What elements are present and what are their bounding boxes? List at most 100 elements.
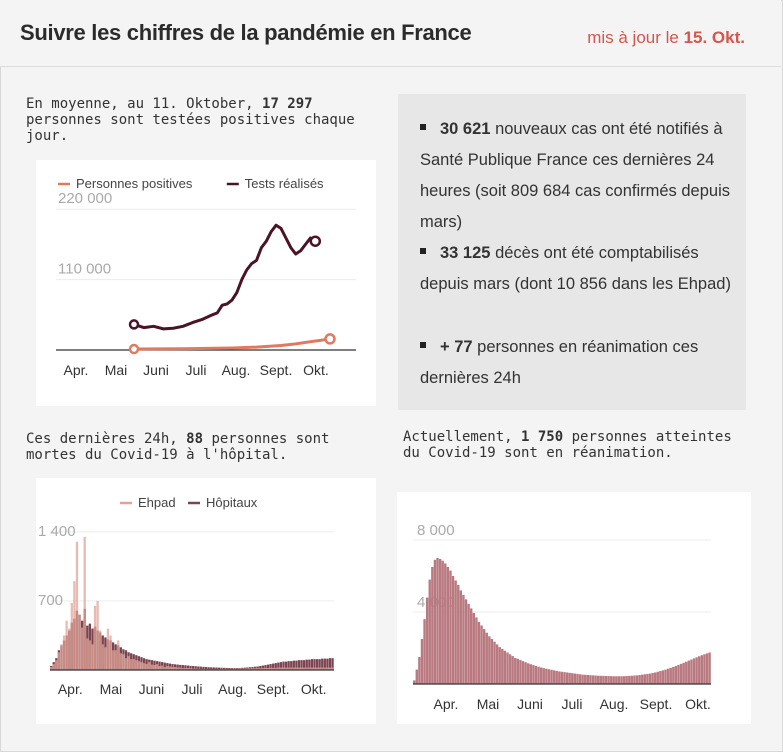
update-date: 15. Okt.	[683, 28, 745, 47]
fact-icu-text: personnes en réanimation ces dernières 2…	[420, 338, 699, 387]
bar	[238, 668, 241, 670]
bar	[297, 660, 301, 670]
x-tick-label: Okt.	[301, 681, 327, 697]
bullet-icon	[420, 123, 426, 130]
bar	[449, 570, 452, 684]
bar	[571, 673, 574, 684]
x-tick-label: Juli	[561, 696, 582, 712]
cases-caption-post: personnes sont testées positives chaque …	[26, 112, 355, 144]
bar	[295, 667, 298, 670]
bar	[96, 600, 99, 670]
bar	[641, 674, 644, 684]
bar	[493, 641, 496, 684]
legend-label: Tests réalisés	[245, 176, 324, 191]
bar	[75, 541, 79, 670]
bar	[277, 667, 280, 670]
bar	[576, 673, 579, 684]
bar	[527, 663, 530, 684]
bar	[315, 667, 319, 670]
y-tick-label: 700	[38, 592, 63, 609]
bar	[292, 667, 295, 670]
bar	[638, 675, 641, 684]
bar	[423, 619, 426, 684]
bar	[495, 644, 499, 684]
bar	[521, 661, 525, 684]
bullet-icon	[420, 341, 426, 348]
bar	[62, 635, 66, 670]
bar	[279, 662, 283, 670]
icu-caption-post: personnes atteintes du Covid-19 sont en …	[403, 429, 732, 461]
bar	[176, 664, 179, 670]
bar	[274, 663, 277, 670]
bar	[454, 580, 457, 684]
bar	[420, 639, 424, 684]
bar	[612, 676, 615, 684]
x-tick-label: Apr.	[434, 696, 459, 712]
bar	[607, 676, 610, 684]
bar	[313, 667, 316, 670]
bar	[140, 662, 143, 670]
bar	[620, 676, 623, 684]
x-tick-label: Apr.	[58, 681, 83, 697]
bar	[266, 664, 270, 670]
bar	[104, 647, 107, 670]
bar	[179, 667, 182, 670]
bar	[106, 628, 110, 670]
legend-label: Personnes positives	[76, 176, 193, 191]
bar	[328, 667, 332, 670]
bar	[599, 675, 602, 684]
bar	[508, 654, 512, 684]
fact-icu: + 77 personnes en réanimation ces derniè…	[420, 332, 740, 394]
bar	[68, 628, 71, 670]
bar	[114, 650, 117, 670]
bar	[524, 662, 527, 684]
bar	[282, 667, 285, 670]
bar	[648, 673, 652, 684]
bar	[241, 668, 244, 670]
page-header: Suivre les chiffres de la pandémie en Fr…	[0, 0, 781, 67]
bar	[609, 676, 613, 684]
bar	[700, 655, 704, 684]
x-tick-label: Juni	[139, 681, 165, 697]
bar	[212, 667, 215, 670]
bar	[300, 667, 303, 670]
bar	[65, 620, 68, 670]
update-prefix: mis à jour le	[587, 28, 679, 47]
bar	[297, 667, 301, 670]
bar	[269, 667, 272, 670]
bar	[467, 603, 470, 684]
bar	[192, 666, 195, 670]
legend-label: Hôpitaux	[206, 495, 258, 510]
x-tick-label: Juni	[517, 696, 543, 712]
bar	[326, 667, 329, 670]
bar	[568, 672, 571, 684]
x-tick-label: Mai	[477, 696, 500, 712]
bar	[682, 662, 685, 684]
bar	[305, 659, 308, 670]
bar	[485, 632, 488, 684]
series-line	[133, 337, 331, 351]
bar	[168, 666, 172, 670]
bar	[52, 664, 55, 670]
bar	[127, 656, 130, 670]
bar	[305, 667, 308, 670]
bar	[438, 558, 442, 684]
bar	[199, 666, 203, 670]
deaths-caption-value: 88	[186, 431, 204, 447]
bar	[331, 658, 334, 670]
bar	[586, 675, 590, 684]
bar	[651, 673, 654, 684]
bar	[477, 621, 481, 684]
bar	[251, 668, 254, 670]
bar	[73, 581, 76, 670]
bar	[462, 594, 465, 684]
bar	[545, 668, 548, 684]
bar	[573, 673, 577, 684]
bar	[669, 667, 672, 684]
bar	[93, 605, 97, 670]
bar	[269, 664, 272, 670]
x-tick-label: Aug.	[218, 681, 247, 697]
bar	[274, 667, 277, 670]
bar	[646, 673, 649, 684]
bar	[158, 661, 161, 670]
